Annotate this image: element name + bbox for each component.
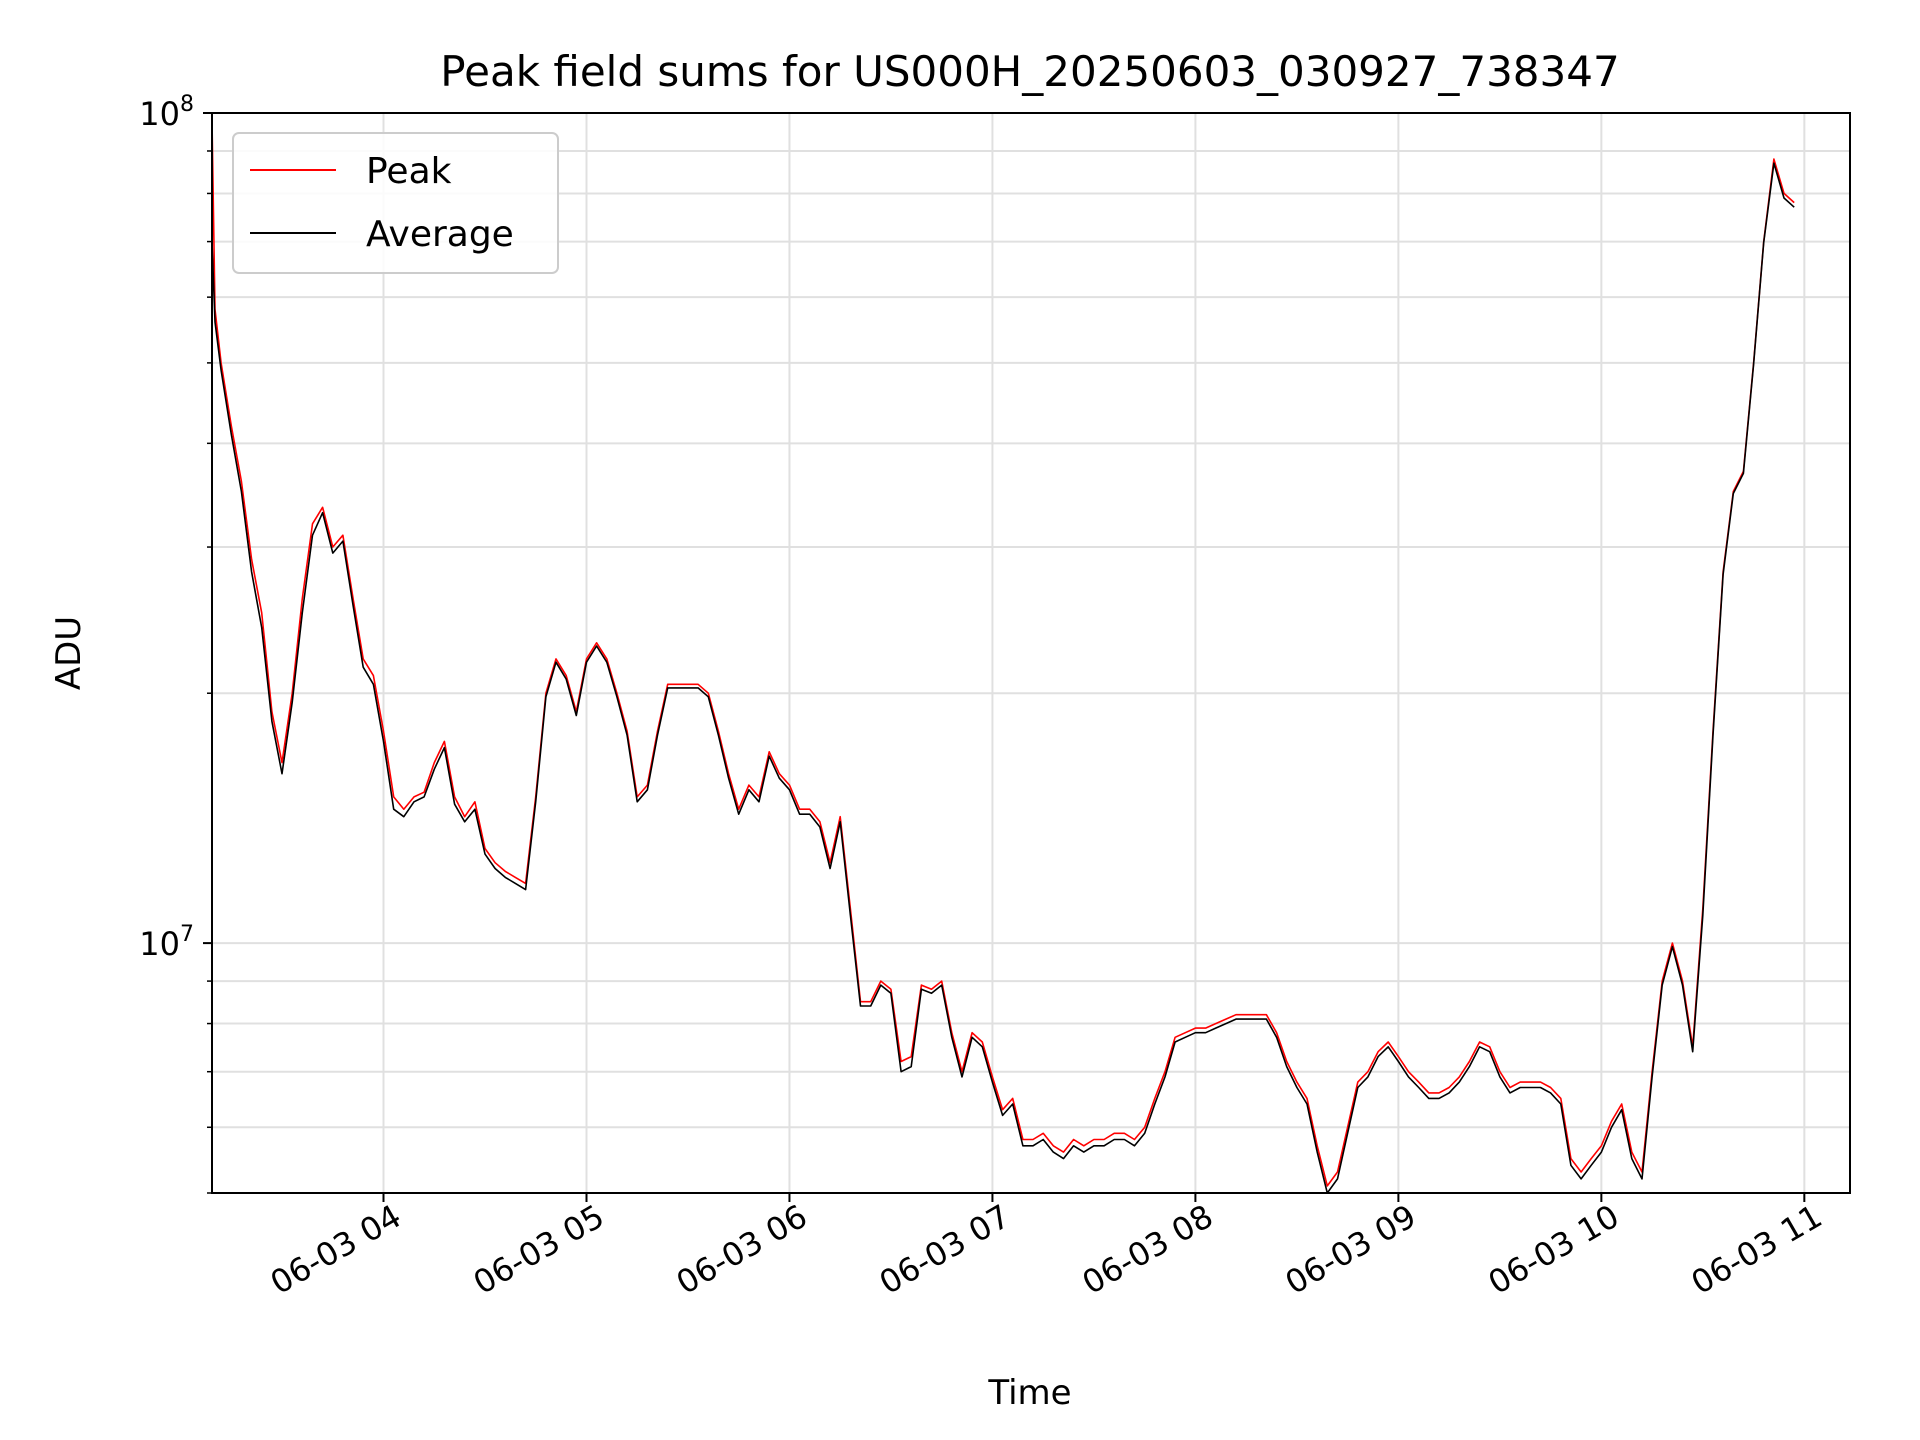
y-tick-label: 107 [139,922,194,963]
legend-label-peak: Peak [366,151,452,192]
legend-label-average: Average [366,214,514,255]
y-tick-labels: 107 108 [139,92,194,963]
series-line-average [212,162,1795,1193]
legend: Peak Average [232,132,559,274]
series-line-peak [212,120,1795,1187]
x-axis-label: Time [987,1373,1071,1413]
y-tick-label: 108 [139,92,194,133]
chart-title: Peak field sums for US000H_20250603_0309… [440,47,1619,96]
legend-box [232,132,559,274]
plot-frame [211,112,1851,1194]
y-axis-label: ADU [49,616,89,690]
